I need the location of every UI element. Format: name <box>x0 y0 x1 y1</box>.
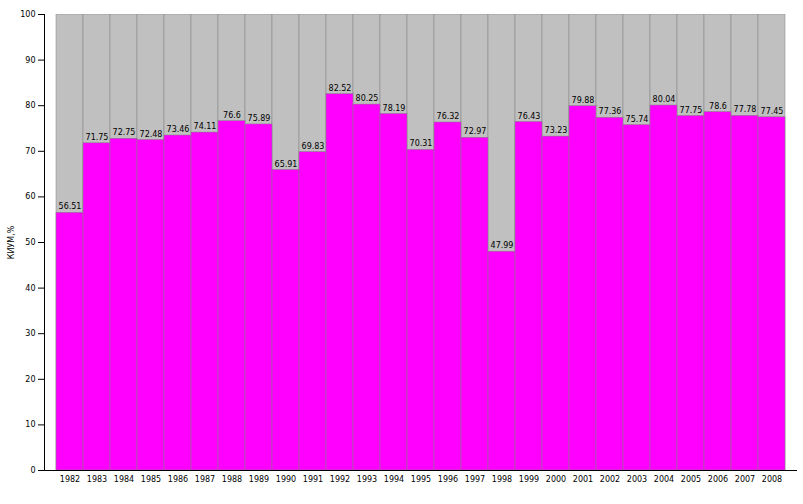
svg-text:2003: 2003 <box>627 475 647 484</box>
svg-text:2001: 2001 <box>573 475 593 484</box>
svg-text:2007: 2007 <box>735 475 755 484</box>
svg-text:73.46: 73.46 <box>167 125 190 134</box>
svg-text:72.48: 72.48 <box>140 130 163 139</box>
svg-text:1995: 1995 <box>411 475 431 484</box>
svg-text:90: 90 <box>25 56 35 65</box>
svg-text:77.45: 77.45 <box>761 107 784 116</box>
svg-text:100: 100 <box>20 10 35 19</box>
svg-text:75.89: 75.89 <box>248 114 271 123</box>
svg-text:70.31: 70.31 <box>410 139 433 148</box>
svg-text:78.19: 78.19 <box>383 104 406 113</box>
svg-text:77.75: 77.75 <box>680 106 703 115</box>
svg-text:56.51: 56.51 <box>59 202 82 211</box>
svg-text:1986: 1986 <box>168 475 188 484</box>
svg-text:2006: 2006 <box>708 475 728 484</box>
svg-text:1988: 1988 <box>222 475 242 484</box>
svg-text:80.25: 80.25 <box>356 94 379 103</box>
svg-text:76.6: 76.6 <box>223 111 241 120</box>
svg-text:40: 40 <box>25 284 35 293</box>
svg-text:69.83: 69.83 <box>302 142 325 151</box>
svg-text:1997: 1997 <box>465 475 485 484</box>
svg-text:1990: 1990 <box>276 475 296 484</box>
svg-text:72.75: 72.75 <box>113 128 136 137</box>
svg-text:КИУМ,%: КИУМ,% <box>7 225 16 259</box>
svg-text:1987: 1987 <box>195 475 215 484</box>
svg-text:2002: 2002 <box>600 475 620 484</box>
svg-text:30: 30 <box>25 329 35 338</box>
svg-text:78.6: 78.6 <box>709 102 727 111</box>
svg-text:2005: 2005 <box>681 475 701 484</box>
svg-text:75.74: 75.74 <box>626 115 649 124</box>
svg-text:80.04: 80.04 <box>653 95 676 104</box>
svg-text:1983: 1983 <box>87 475 107 484</box>
svg-text:77.36: 77.36 <box>599 107 622 116</box>
svg-text:20: 20 <box>25 375 35 384</box>
svg-text:70: 70 <box>25 147 35 156</box>
svg-text:2000: 2000 <box>546 475 566 484</box>
svg-text:1992: 1992 <box>330 475 350 484</box>
svg-text:1998: 1998 <box>492 475 512 484</box>
svg-text:65.91: 65.91 <box>275 160 298 169</box>
svg-text:1989: 1989 <box>249 475 269 484</box>
svg-text:1999: 1999 <box>519 475 539 484</box>
svg-text:2004: 2004 <box>654 475 674 484</box>
svg-text:1994: 1994 <box>384 475 404 484</box>
svg-text:71.75: 71.75 <box>86 133 109 142</box>
svg-text:50: 50 <box>25 238 35 247</box>
svg-text:10: 10 <box>25 420 35 429</box>
svg-text:1984: 1984 <box>114 475 134 484</box>
svg-text:1991: 1991 <box>303 475 323 484</box>
svg-text:80: 80 <box>25 101 35 110</box>
svg-text:82.52: 82.52 <box>329 84 352 93</box>
svg-text:76.43: 76.43 <box>518 112 541 121</box>
svg-text:47.99: 47.99 <box>491 241 514 250</box>
svg-text:1996: 1996 <box>438 475 458 484</box>
svg-text:60: 60 <box>25 192 35 201</box>
svg-text:76.32: 76.32 <box>437 112 460 121</box>
svg-text:2008: 2008 <box>762 475 782 484</box>
svg-text:74.11: 74.11 <box>194 122 217 131</box>
svg-text:1993: 1993 <box>357 475 377 484</box>
svg-text:79.88: 79.88 <box>572 96 595 105</box>
svg-text:0: 0 <box>30 466 35 475</box>
svg-text:1982: 1982 <box>60 475 80 484</box>
svg-text:1985: 1985 <box>141 475 161 484</box>
svg-text:73.23: 73.23 <box>545 126 568 135</box>
svg-text:77.78: 77.78 <box>734 105 757 114</box>
svg-text:72.97: 72.97 <box>464 127 487 136</box>
